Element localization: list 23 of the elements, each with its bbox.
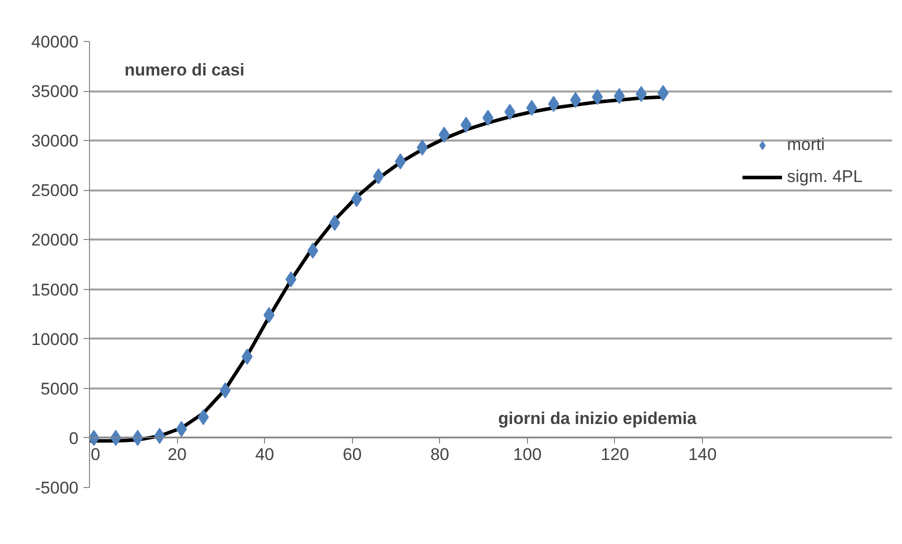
- x-tick-label: 0: [90, 444, 100, 464]
- y-tick-label: 10000: [31, 330, 79, 349]
- y-tick-label: -5000: [35, 478, 79, 498]
- y-tick-label: 40000: [31, 32, 79, 52]
- x-tick-label: 40: [255, 444, 274, 464]
- y-axis-title: numero di casi: [124, 60, 245, 80]
- point: [592, 89, 603, 105]
- y-tick-label: 20000: [31, 230, 79, 250]
- x-tick-label: 60: [342, 444, 362, 464]
- y-tick-label: 35000: [31, 82, 79, 102]
- y-tick-label: 0: [69, 428, 79, 448]
- y-tick-label: 5000: [40, 379, 79, 398]
- x-tick-label: 20: [168, 444, 187, 464]
- x-tick-label: 120: [600, 444, 630, 464]
- y-tick-label: 25000: [31, 181, 79, 200]
- y-tick-label: 15000: [31, 280, 79, 300]
- y-tick-label: 30000: [31, 132, 79, 151]
- x-axis-title: giorni da inizio epidemia: [498, 408, 698, 428]
- x-tick-label: 100: [513, 444, 542, 464]
- x-tick-label: 80: [430, 444, 450, 464]
- legend-label: morti: [787, 135, 825, 155]
- x-tick-label: 140: [688, 444, 717, 464]
- legend-label: sigm. 4PL: [787, 167, 863, 187]
